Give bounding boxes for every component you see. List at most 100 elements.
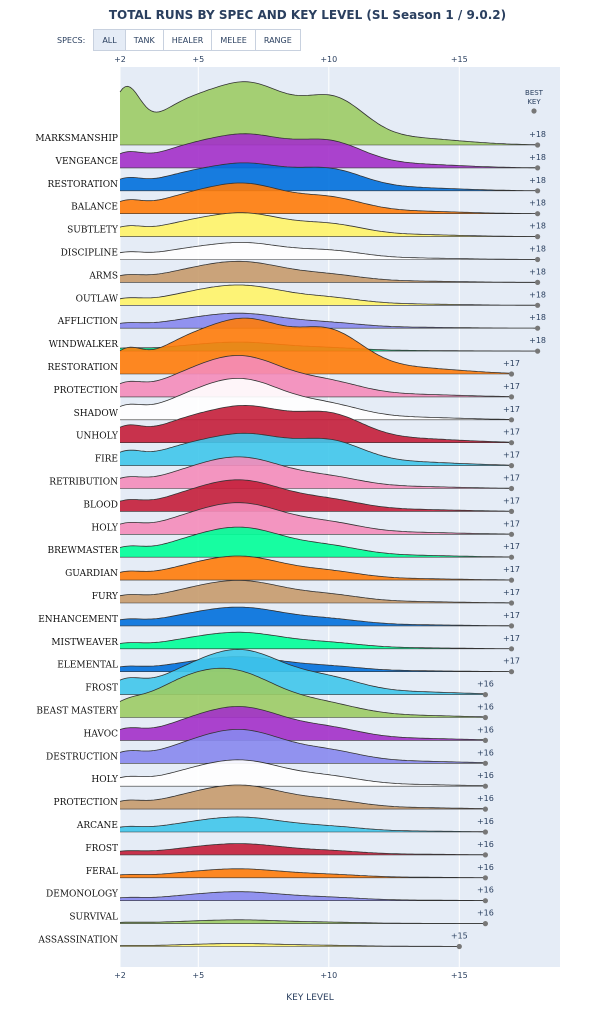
ridge-label: ENHANCEMENT [38, 615, 118, 625]
best-key-marker [508, 600, 515, 606]
best-key-label: +18 [529, 336, 546, 345]
ridge-line [119, 502, 512, 535]
ridge-label: UNHOLY [76, 432, 119, 442]
best-key-marker [535, 302, 541, 308]
ridge-area [120, 405, 512, 443]
best-key-label: +17 [503, 611, 520, 620]
best-key-header: BEST [525, 89, 544, 97]
filter-button-tank[interactable]: TANK [124, 29, 164, 51]
ridge-label: MARKSMANSHIP [35, 134, 118, 144]
best-key-marker [535, 279, 541, 285]
best-key-marker [535, 142, 541, 148]
best-key-marker [508, 554, 515, 560]
ridge-line [119, 648, 486, 695]
ridge-label: OUTLAW [76, 294, 119, 304]
ridge-area [120, 242, 538, 260]
best-key-marker [508, 485, 515, 492]
ridge-line [119, 631, 512, 650]
ridge-area [120, 527, 512, 558]
ridge-label: PROTECTION [54, 386, 119, 396]
x-tick-label-bottom: +2 [114, 971, 126, 980]
ridge-label: WINDWALKER [49, 340, 118, 350]
ridge-area [120, 632, 512, 649]
best-key-label: +17 [503, 542, 520, 551]
spec-filter-label: SPECS: [57, 35, 86, 45]
best-key-label: +17 [503, 496, 520, 505]
best-key-label: +18 [529, 290, 546, 299]
best-key-header-marker [531, 108, 537, 114]
best-key-marker [508, 463, 515, 469]
best-key-label: +16 [477, 680, 494, 689]
best-key-marker [508, 508, 515, 514]
best-key-marker [535, 325, 541, 331]
best-key-marker [535, 211, 541, 217]
ridge-label: AFFLICTION [57, 317, 118, 327]
ridge-area [120, 607, 512, 626]
ridge-line [119, 555, 512, 581]
x-tick-label-top: +5 [192, 55, 204, 64]
ridge-area [120, 81, 538, 145]
ridge-line [119, 355, 512, 397]
ridge-line [119, 242, 538, 260]
filter-button-healer[interactable]: HEALER [162, 29, 213, 51]
ridge-area [120, 785, 486, 810]
ridge-line [119, 667, 486, 718]
best-key-label: +16 [477, 794, 494, 803]
best-key-marker [508, 669, 515, 675]
ridge-area [120, 502, 512, 535]
best-key-marker [482, 692, 488, 698]
best-key-marker [508, 440, 515, 446]
best-key-marker [535, 348, 541, 354]
ridge-label: GUARDIAN [65, 569, 118, 579]
ridge-label: DEMONOLOGY [46, 890, 119, 900]
chart-title: TOTAL RUNS BY SPEC AND KEY LEVEL (SL Sea… [108, 8, 507, 22]
ridge-label: HOLY [91, 523, 119, 533]
ridge-area [120, 183, 538, 214]
ridge-area [120, 759, 486, 787]
ridge-line [119, 656, 512, 672]
best-key-label: +17 [503, 565, 520, 574]
best-key-label: +17 [503, 519, 520, 528]
best-key-marker [508, 646, 515, 652]
best-key-label: +18 [529, 153, 546, 162]
best-key-marker [535, 165, 541, 171]
ridge-line [119, 843, 486, 856]
best-key-label: +17 [503, 359, 520, 368]
best-key-marker [508, 531, 515, 537]
ridge-area [120, 133, 538, 168]
ridge-line [119, 479, 512, 512]
ridge-line [119, 312, 538, 329]
ridge-label: SHADOW [74, 409, 119, 419]
ridge-area [120, 891, 486, 901]
ridge-line [119, 706, 486, 741]
ridge-area [120, 729, 486, 764]
ridge-label: FERAL [86, 867, 118, 877]
ridge-line [119, 891, 486, 901]
best-key-label: +17 [503, 428, 520, 437]
ridge-area [120, 285, 538, 306]
ridge-label: RESTORATION [48, 180, 119, 190]
ridge-area [120, 479, 512, 512]
ridge-area [120, 212, 538, 237]
x-axis-title: KEY LEVEL [286, 993, 334, 1003]
filter-button-range[interactable]: RANGE [254, 29, 301, 51]
ridge-label: FURY [92, 592, 119, 602]
ridge-label: BLOOD [83, 500, 118, 510]
x-tick-label-top: +2 [114, 55, 126, 64]
ridge-line [119, 317, 512, 374]
ridge-line [119, 260, 538, 283]
ridge-line [119, 868, 486, 878]
ridge-area [120, 668, 486, 718]
ridge-area [120, 433, 512, 466]
ridge-line [119, 162, 538, 192]
best-key-label: +17 [503, 451, 520, 460]
ridge-area [120, 843, 486, 855]
best-key-marker [456, 943, 462, 950]
filter-button-melee[interactable]: MELEE [211, 29, 256, 51]
ridge-line [119, 404, 512, 443]
ridge-area [120, 706, 486, 741]
best-key-label: +16 [477, 817, 494, 826]
ridge-area [120, 816, 486, 832]
ridge-label: DISCIPLINE [61, 249, 118, 259]
best-key-label: +18 [529, 222, 546, 231]
